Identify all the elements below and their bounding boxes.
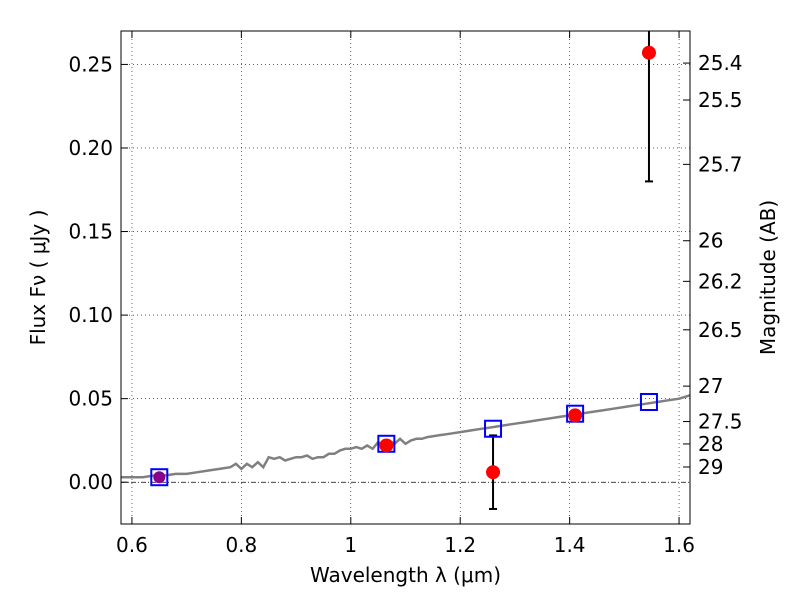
y-tick-label: 0.05 xyxy=(68,387,113,411)
x-tick-label: 1.4 xyxy=(554,533,586,557)
x-axis-label: Wavelength λ (μm) xyxy=(310,563,501,587)
plot-frame xyxy=(120,30,691,525)
observed-flux-point xyxy=(379,438,394,453)
x-axis-ticks: 0.6 0.8 1 1.2 1.4 1.6 xyxy=(116,31,695,557)
magnitude-tick-label: 27.5 xyxy=(698,410,743,434)
y-axis-label: Flux Fν ( μJy ) xyxy=(26,210,50,346)
y-tick-label: 0.15 xyxy=(68,220,113,244)
observed-flux-point xyxy=(568,408,583,423)
magnitude-tick-label: 26.5 xyxy=(698,318,743,342)
magnitude-tick-label: 25.7 xyxy=(698,152,743,176)
y-tick-label: 0.20 xyxy=(68,136,113,160)
y-tick-label: 0.10 xyxy=(68,303,113,327)
x-tick-label: 1.2 xyxy=(444,533,476,557)
y-tick-label: 0.25 xyxy=(68,52,113,76)
x-tick-label: 0.6 xyxy=(116,533,148,557)
observed-flux-points xyxy=(153,45,656,484)
model-photometry-square xyxy=(484,419,503,438)
x-tick-label: 1 xyxy=(344,533,357,557)
model-photometry-square xyxy=(639,393,658,412)
model-photometry-squares xyxy=(150,393,658,487)
magnitude-tick-label: 27 xyxy=(698,374,723,398)
magnitude-tick-label: 25.5 xyxy=(698,88,743,112)
magnitude-tick-label: 26 xyxy=(698,229,723,253)
observed-flux-point xyxy=(486,465,501,480)
model-sed-line-group xyxy=(121,394,691,479)
x-tick-label: 0.8 xyxy=(225,533,257,557)
grid-lines xyxy=(121,31,690,524)
right-axis-label: Magnitude (AB) xyxy=(756,200,780,355)
magnitude-tick-label: 25.4 xyxy=(698,51,743,75)
observed-flux-point xyxy=(641,45,656,60)
model-photometry-square xyxy=(150,468,169,487)
model-sed-line xyxy=(121,394,691,479)
magnitude-tick-label: 29 xyxy=(698,455,723,479)
y-axis-ticks: 0.00 0.05 0.10 0.15 0.20 0.25 xyxy=(68,52,128,494)
y-tick-label: 0.00 xyxy=(68,470,113,494)
observed-flux-point xyxy=(153,471,166,484)
x-tick-label: 1.6 xyxy=(663,533,695,557)
magnitude-tick-label: 26.2 xyxy=(698,269,743,293)
magnitude-tick-label: 28 xyxy=(698,432,723,456)
